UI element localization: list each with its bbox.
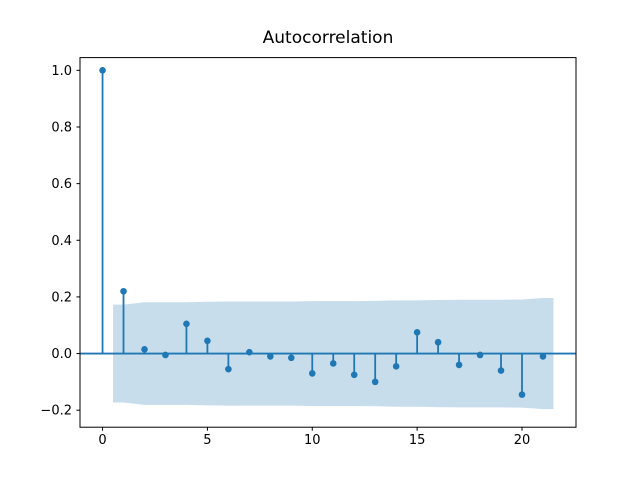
y-tick-label-0.2: 0.2 [51,290,72,305]
acf-marker-lag-5 [204,337,211,345]
y-tick-label-0.8: 0.8 [51,120,72,135]
plot-border [79,57,577,428]
acf-marker-lag-13 [371,378,379,386]
acf-marker-lag-4 [183,320,190,328]
acf-marker-lag-8 [267,353,274,360]
acf-marker-lag-0 [99,67,106,74]
acf-marker-lag-14 [392,363,400,370]
y-tick-label-0.6: 0.6 [51,177,72,192]
acf-marker-lag-2 [141,346,148,353]
acf-marker-lag-10 [308,370,316,377]
acf-marker-lag-1 [120,287,127,295]
acf-marker-lag-20 [518,391,526,398]
y-tick-label-0.4: 0.4 [51,234,72,249]
acf-marker-lag-12 [350,371,358,379]
acf-marker-lag-15 [413,329,421,336]
acf-marker-lag-21 [539,353,547,360]
acf-marker-lag-18 [476,351,484,359]
acf-marker-lag-16 [434,338,442,346]
y-tick-label-0.0: 0.0 [51,347,72,362]
acf-marker-lag-3 [162,351,169,359]
y-tick-label-−0.2: −0.2 [40,404,72,419]
acf-marker-lag-17 [455,361,463,369]
x-tick-label-5: 5 [203,433,211,448]
acf-marker-lag-7 [246,348,253,356]
acf-marker-lag-9 [287,354,295,362]
x-tick-label-20: 20 [514,433,531,448]
x-tick-label-15: 15 [409,433,426,448]
x-tick-label-10: 10 [304,433,321,448]
chart-title: Autocorrelation [263,28,394,48]
acf-marker-lag-6 [225,365,232,373]
acf-marker-lag-19 [497,367,505,374]
x-tick-label-0: 0 [98,433,106,448]
acf-marker-lag-11 [329,360,337,367]
y-tick-label-1.0: 1.0 [51,64,72,79]
